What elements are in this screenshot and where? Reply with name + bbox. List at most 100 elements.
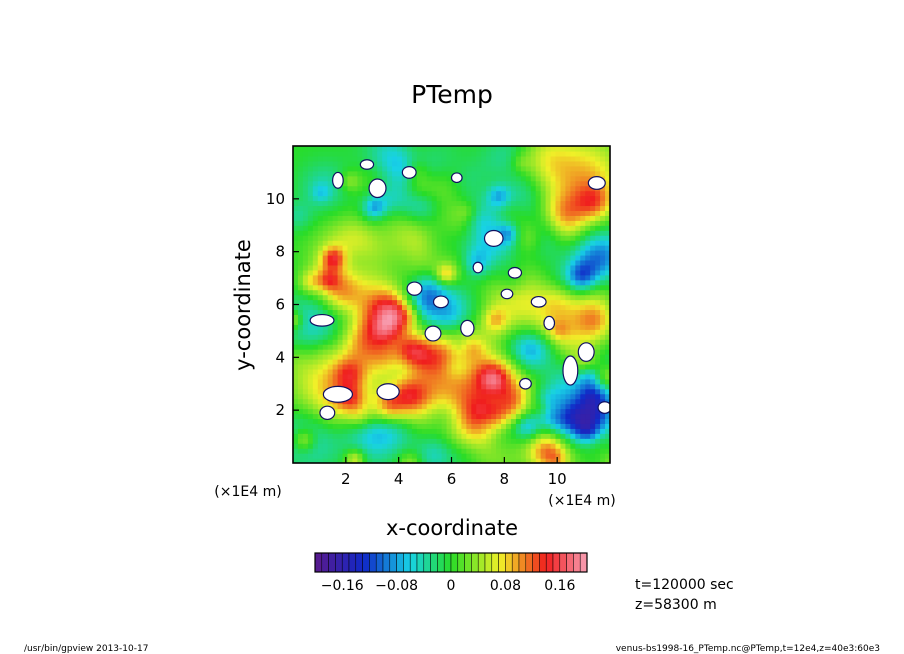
heatmap-cell [575,448,581,454]
heatmap-cell [362,453,368,459]
heatmap-cell [505,205,512,211]
heatmap-cell [466,250,472,256]
heatmap-cell [550,329,557,335]
heatmap-cell [347,160,354,167]
heatmap-cell [590,170,596,177]
heatmap-cell [297,398,304,405]
heatmap-cell [491,383,497,390]
heatmap-cell [580,334,586,340]
heatmap-cell [297,349,304,355]
heatmap-cell [411,160,418,167]
heatmap-cell [486,418,492,424]
heatmap-cell [307,220,314,226]
heatmap-cell [555,245,562,251]
heatmap-cell [382,269,388,276]
colorbar-cell [559,552,567,573]
heatmap-cell [451,443,458,449]
heatmap-cell [510,334,517,340]
heatmap-cell [590,413,596,420]
heatmap-cell [496,269,502,276]
heatmap-cell [293,314,299,320]
heatmap-cell [456,388,462,395]
heatmap-cell [590,190,596,197]
heatmap-cell [560,378,567,385]
heatmap-cell [540,215,547,221]
heatmap-cell [362,254,368,261]
heatmap-cell [411,185,418,192]
heatmap-cell [580,205,586,211]
heatmap-cell [560,443,567,449]
heatmap-cell [337,155,344,162]
heatmap-cell [481,205,487,211]
heatmap-cell [387,220,393,226]
heatmap-cell [431,413,438,420]
heatmap-cell [580,423,586,429]
heatmap-cell [530,344,537,350]
heatmap-cell [501,220,507,226]
heatmap-cell [600,373,606,380]
heatmap-cell [466,354,472,360]
heatmap-cell [530,160,537,167]
heatmap-cell [600,279,606,286]
heatmap-cell [377,408,383,415]
heatmap-cell [605,259,610,266]
heatmap-cell [555,205,562,211]
heatmap-cell [471,294,477,301]
heatmap-cell [332,235,339,241]
heatmap-cell [317,210,324,216]
heatmap-cell [322,190,329,197]
heatmap-cell [496,195,502,202]
heatmap-cell [501,368,507,375]
heatmap-cell [580,279,586,286]
heatmap-cell [347,314,354,320]
out-of-range-region [368,178,387,199]
heatmap-cell [332,289,339,296]
heatmap-cell [431,403,438,410]
heatmap-cell [451,433,458,439]
heatmap-cell [570,200,576,207]
heatmap-cell [545,378,552,385]
heatmap-cell [461,264,467,271]
heatmap-cell [357,309,363,315]
heatmap-cell [436,438,443,444]
heatmap-cell [416,294,423,301]
heatmap-cell [372,448,378,454]
heatmap-cell [406,254,413,261]
heatmap-cell [555,190,562,197]
heatmap-cell [436,354,443,360]
heatmap-cell [377,398,383,405]
colorbar-cells [314,552,588,573]
heatmap-cell [570,334,576,340]
heatmap-cell [451,448,458,454]
heatmap-cell [352,319,358,325]
heatmap-cell [491,220,497,226]
heatmap-cell [595,220,601,226]
heatmap-cell [510,205,517,211]
heatmap-cell [605,358,610,365]
heatmap-cell [302,279,309,286]
heatmap-cell [565,443,571,449]
heatmap-cell [505,235,512,241]
heatmap-cell [560,289,567,296]
heatmap-cell [446,453,453,459]
heatmap-cell [545,195,552,202]
heatmap-cell [362,433,368,439]
heatmap-cell [575,319,581,325]
heatmap-cell [392,195,398,202]
heatmap-cell [387,259,393,266]
heatmap-cell [401,254,408,261]
heatmap-cell [406,453,413,459]
heatmap-cell [481,373,487,380]
heatmap-cell [515,453,522,459]
heatmap-cell [446,294,453,301]
heatmap-cell [565,403,571,410]
heatmap-cell [302,245,309,251]
heatmap-cell [293,413,299,420]
heatmap-cell [520,269,527,276]
heatmap-cell [476,368,482,375]
heatmap-cell [317,146,324,152]
heatmap-cell [496,458,502,463]
heatmap-cell [342,269,349,276]
heatmap-cell [367,358,373,365]
heatmap-cell [505,448,512,454]
